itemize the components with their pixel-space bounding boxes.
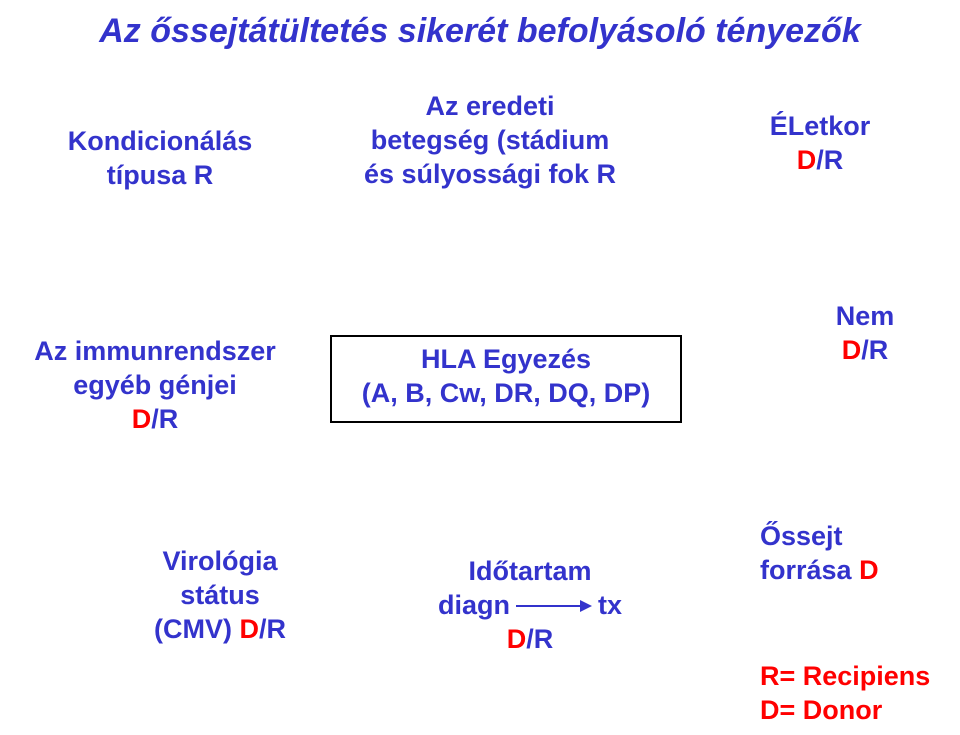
line: (A, B, Cw, DR, DQ, DP): [362, 377, 651, 411]
rest: /R: [526, 624, 553, 654]
line: Az immunrendszer: [0, 335, 310, 369]
line: Virológia: [110, 545, 330, 579]
diagn: diagn: [438, 589, 510, 623]
block-stemcell: Őssejt forrása D: [760, 520, 960, 588]
plain: forrása: [760, 555, 859, 585]
diagram-title: Az őssejtátültetés sikerét befolyásoló t…: [30, 10, 930, 53]
title-text: Az őssejtátültetés sikerét befolyásoló t…: [99, 12, 860, 50]
accent-d: D: [797, 145, 817, 175]
line: R= Recipiens: [760, 660, 960, 694]
accent-d: D: [132, 404, 152, 434]
block-hla: HLA Egyezés (A, B, Cw, DR, DQ, DP): [330, 335, 682, 423]
block-virology: Virológia státus (CMV) D/R: [110, 545, 330, 646]
accent-d: D: [507, 624, 527, 654]
block-conditioning: Kondicionálás típusa R: [40, 125, 280, 193]
line: státus: [110, 579, 330, 613]
line: D= Donor: [760, 694, 960, 728]
tx: tx: [598, 589, 622, 623]
arrow-line: diagn tx: [400, 589, 660, 623]
block-immune: Az immunrendszer egyéb génjei D/R: [0, 335, 310, 436]
line: Őssejt: [760, 520, 960, 554]
line: ÉLetkor: [740, 110, 900, 144]
block-time: Időtartam diagn tx D/R: [400, 555, 660, 656]
line: Az eredeti: [340, 90, 640, 124]
rest: /R: [861, 335, 888, 365]
rest: /R: [816, 145, 843, 175]
block-sex: Nem D/R: [805, 300, 925, 368]
block-disease: Az eredeti betegség (stádium és súlyossá…: [340, 90, 640, 191]
plain: (CMV): [154, 614, 239, 644]
line: típusa R: [40, 159, 280, 193]
arrow-icon: [514, 596, 594, 616]
accent-d: D: [239, 614, 259, 644]
line: HLA Egyezés: [421, 343, 591, 377]
line: Nem: [805, 300, 925, 334]
line: betegség (stádium: [340, 124, 640, 158]
line: és súlyossági fok R: [340, 158, 640, 192]
rest: /R: [151, 404, 178, 434]
line: Időtartam: [400, 555, 660, 589]
accent-d: D: [842, 335, 862, 365]
block-age: ÉLetkor D/R: [740, 110, 900, 178]
rest: /R: [259, 614, 286, 644]
legend: R= Recipiens D= Donor: [760, 660, 960, 728]
line: egyéb génjei: [0, 369, 310, 403]
accent-d: D: [859, 555, 879, 585]
line: Kondicionálás: [40, 125, 280, 159]
